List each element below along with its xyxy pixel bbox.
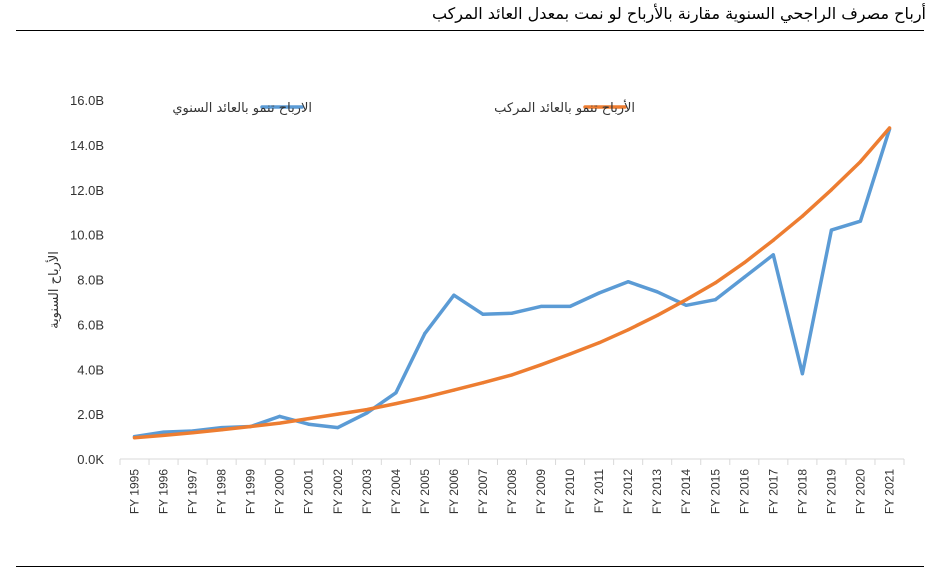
x-tick-label: FY 2005: [418, 469, 432, 514]
data-point: [510, 373, 514, 377]
y-tick-label: 6.0B: [77, 317, 104, 332]
legend-label-1: الارباح تنمو بالعائد السنوي: [172, 101, 312, 116]
data-point: [858, 160, 863, 164]
data-point: [829, 188, 834, 192]
data-point: [452, 388, 456, 392]
data-point: [365, 408, 369, 412]
legend-label-2: الأرباح تنمو بالعائد المركب: [494, 99, 635, 116]
x-tick-label: FY 1995: [128, 469, 142, 514]
data-point: [742, 275, 746, 279]
x-tick-label: FY 1999: [244, 469, 258, 514]
data-point: [655, 313, 659, 317]
y-axis: 0.0K 2.0B 4.0B 6.0B 8.0B 10.0B 12.0B 14.0B 16.0B: [70, 93, 104, 467]
bottom-divider: [16, 566, 924, 567]
y-tick-label: 10.0B: [70, 228, 104, 243]
data-point: [713, 298, 717, 302]
data-point: [597, 291, 601, 295]
data-point: [568, 352, 572, 356]
data-point: [539, 304, 543, 309]
x-tick-label: FY 2020: [853, 469, 867, 514]
x-tick-label: FY 2010: [563, 469, 577, 514]
data-point: [278, 421, 282, 425]
data-point: [190, 431, 195, 435]
y-tick-label: 14.0B: [70, 138, 104, 153]
x-tick-label: FY 2018: [795, 469, 809, 514]
y-axis-label: الأرباح السنوية: [45, 251, 62, 329]
y-tick-label: 8.0B: [77, 273, 104, 288]
x-tick-label: FY 2003: [360, 469, 374, 514]
x-tick-label: FY 2015: [708, 469, 722, 514]
x-tick-label: FY 2021: [882, 469, 896, 514]
x-tick-label: FY 1997: [186, 469, 200, 514]
data-point: [278, 414, 282, 418]
y-tick-label: 4.0B: [77, 362, 104, 377]
data-point: [742, 261, 746, 265]
data-point: [336, 425, 340, 430]
x-tick-label: FY 2004: [389, 469, 403, 514]
data-point: [336, 412, 340, 416]
y-tick-label: 16.0B: [70, 93, 104, 108]
x-tick-label: FY 2007: [476, 469, 490, 514]
data-point: [423, 395, 427, 399]
x-tick-label: FY 2017: [766, 469, 780, 514]
data-point: [394, 391, 398, 395]
y-tick-label: 2.0B: [77, 407, 104, 422]
data-point: [161, 433, 166, 438]
data-point: [249, 424, 253, 429]
data-point: [452, 293, 456, 297]
x-tick-label: FY 2012: [621, 469, 635, 514]
data-point: [220, 428, 224, 432]
x-tick-label: FY 2002: [331, 469, 345, 514]
data-point: [568, 304, 572, 309]
x-axis: FY 1995 FY 1996 FY 1997 FY 1998 FY 1999 FY 20…: [119, 458, 905, 514]
chart-title: أرباح مصرف الراجحي السنوية مقارنة بالأرب…: [431, 4, 926, 23]
data-point: [829, 228, 834, 232]
x-tick-label: FY 2006: [447, 469, 461, 514]
x-tick-label: FY 2009: [534, 469, 548, 514]
data-point: [132, 436, 137, 440]
series-line-1: [132, 127, 892, 439]
x-tick-label: FY 1996: [157, 469, 171, 514]
x-tick-label: FY 2013: [650, 469, 664, 514]
legend: الارباح تنمو بالعائد السنوي الأرباح تنمو …: [172, 99, 635, 116]
data-point: [481, 381, 485, 385]
data-point: [771, 238, 775, 242]
series-line-2: [132, 126, 892, 440]
data-point: [887, 126, 892, 130]
x-tick-label: FY 2011: [592, 469, 606, 514]
y-tick-label: 12.0B: [70, 183, 104, 198]
data-point: [307, 417, 311, 421]
x-tick-label: FY 2016: [737, 469, 751, 514]
x-tick-label: FY 2001: [302, 469, 316, 514]
data-point: [423, 331, 427, 335]
data-point: [713, 281, 717, 285]
data-point: [481, 312, 485, 316]
data-point: [858, 219, 863, 223]
data-point: [684, 303, 688, 307]
series-layer: [132, 126, 892, 440]
data-point: [539, 363, 543, 367]
data-point: [626, 328, 630, 332]
data-point: [161, 430, 166, 434]
data-point: [365, 411, 369, 415]
x-tick-label: FY 2000: [273, 469, 287, 514]
data-point: [655, 290, 659, 294]
title-divider: [16, 30, 924, 31]
data-point: [800, 214, 804, 218]
data-point: [307, 422, 311, 426]
data-point: [510, 311, 514, 315]
data-point: [626, 280, 630, 284]
data-point: [800, 372, 804, 376]
x-tick-label: FY 2014: [679, 469, 693, 514]
x-tick-label: FY 2019: [824, 469, 838, 514]
data-point: [597, 341, 601, 345]
data-point: [394, 401, 398, 406]
x-tick-label: FY 1998: [215, 469, 229, 514]
x-tick-label: FY 2008: [505, 469, 519, 514]
y-tick-label: 0.0K: [77, 452, 104, 467]
data-point: [684, 298, 688, 302]
data-point: [771, 253, 775, 257]
